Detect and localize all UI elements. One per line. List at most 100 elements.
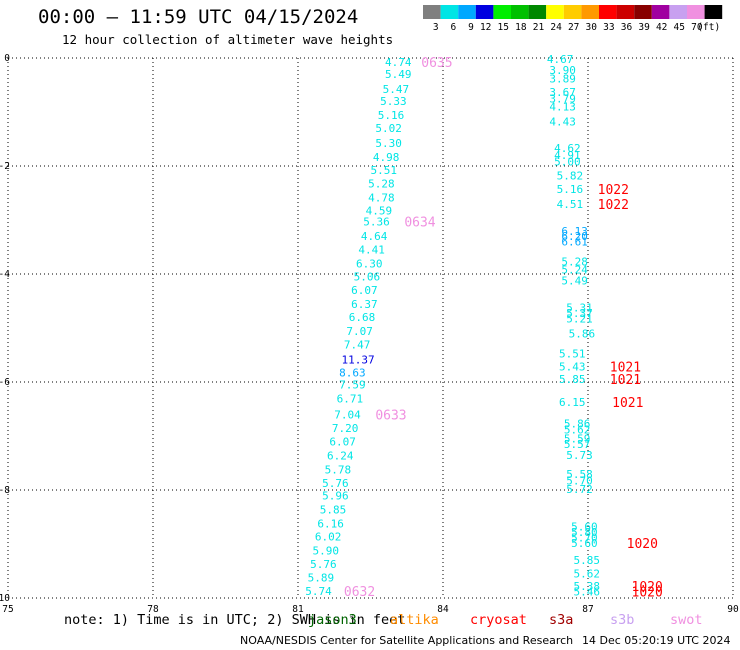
swh-value-label: 5.70 xyxy=(566,474,593,487)
mission-legend: jason3 altika cryosat s3a s3b swot xyxy=(0,612,740,630)
swh-value-label: 4.64 xyxy=(361,230,388,243)
pass-time-label: 0635 xyxy=(421,56,452,71)
mission-cryosat: cryosat xyxy=(470,612,527,628)
swh-value-label: 6.13 xyxy=(561,225,588,238)
swh-value-label: 4.62 xyxy=(554,142,581,155)
color-swatch xyxy=(599,5,617,19)
color-scale-label: 39 xyxy=(638,22,650,33)
color-scale-label: 12 xyxy=(480,22,491,33)
swh-value-label: 5.59 xyxy=(564,433,591,446)
pass-time-label: 0634 xyxy=(404,216,435,231)
mission-swot: swot xyxy=(670,612,703,628)
color-swatch xyxy=(475,5,494,19)
swh-value-label: 5.86 xyxy=(564,418,591,431)
x-tick-label: 75 xyxy=(2,604,13,615)
color-scale-label: 33 xyxy=(603,22,614,33)
color-swatch xyxy=(669,5,687,19)
color-swatch xyxy=(634,5,652,19)
mission-altika: altika xyxy=(390,612,439,628)
color-swatch xyxy=(440,5,459,19)
swh-value-label: 5.85 xyxy=(574,554,601,567)
swh-value-label: 5.72 xyxy=(566,483,593,496)
color-scale-label: 27 xyxy=(568,22,579,33)
color-scale-label: 6 xyxy=(450,22,456,33)
x-tick-label: 78 xyxy=(147,604,159,615)
swh-value-label: 5.90 xyxy=(313,544,340,557)
color-swatch xyxy=(546,5,564,19)
swh-value-label: 6.37 xyxy=(351,298,378,311)
swh-value-label: 5.16 xyxy=(378,109,405,122)
color-scale-label: 36 xyxy=(621,22,633,33)
swh-value-label: 5.74 xyxy=(305,585,332,598)
swh-value-label: 5.33 xyxy=(380,95,407,108)
swh-value-label: 5.31 xyxy=(566,301,593,314)
swh-value-label: 5.02 xyxy=(375,122,402,135)
chart-subtitle: 12 hour collection of altimeter wave hei… xyxy=(62,32,394,47)
generated-timestamp: 14 Dec 05:20:19 UTC 2024 xyxy=(582,634,731,647)
swh-value-label: 5.16 xyxy=(557,183,584,196)
y-tick-label: 0 xyxy=(4,53,10,64)
swh-value-label: 5.49 xyxy=(561,274,588,287)
pass-time-label: 0632 xyxy=(344,585,375,600)
swh-value-label: 4.67 xyxy=(547,53,574,66)
x-tick-label: 90 xyxy=(727,604,739,615)
color-swatch xyxy=(493,5,511,19)
color-scale-label: (ft) xyxy=(697,22,720,33)
chart-title: 00:00 – 11:59 UTC 04/15/2024 xyxy=(38,6,359,28)
swh-value-label: 4.43 xyxy=(549,116,576,129)
swh-value-label: 5.06 xyxy=(354,271,381,284)
swh-value-label: 3.67 xyxy=(549,86,576,99)
swh-value-label: 5.60 xyxy=(571,521,598,534)
mission-jason3: jason3 xyxy=(308,612,357,628)
mission-s3a: s3a xyxy=(549,612,574,628)
swh-value-label: 7.20 xyxy=(332,422,359,435)
swh-value-label: 5.51 xyxy=(559,347,586,360)
swh-value-label: 8.63 xyxy=(339,366,366,379)
swh-value-label: 5.62 xyxy=(564,424,591,437)
color-scale-label: 42 xyxy=(656,22,667,33)
swh-value-label: 5.28 xyxy=(561,256,588,269)
y-tick-label: -6 xyxy=(0,377,10,388)
color-swatch xyxy=(651,5,670,19)
swh-value-label: 4.51 xyxy=(557,198,584,211)
swh-value-label: 6.24 xyxy=(327,449,354,462)
swh-value-label: 6.07 xyxy=(329,435,356,448)
color-swatch xyxy=(581,5,599,19)
swh-value-label: 5.51 xyxy=(371,164,398,177)
swh-value-label: 4.13 xyxy=(549,101,576,114)
color-scale-label: 18 xyxy=(515,22,527,33)
color-scale-label: 24 xyxy=(550,22,562,33)
swh-value-label: 3.89 xyxy=(549,73,576,86)
swh-value-label: 5.43 xyxy=(559,360,586,373)
swh-value-label: 5.78 xyxy=(325,463,352,476)
swh-value-label: 5.76 xyxy=(310,558,337,571)
swh-value-label: 7.59 xyxy=(339,379,366,392)
swh-value-label: 6.07 xyxy=(351,284,378,297)
color-swatch xyxy=(687,5,705,19)
swh-value-label: 7.47 xyxy=(344,339,371,352)
swh-value-label: 6.15 xyxy=(559,396,586,409)
pass-time-label: 0633 xyxy=(375,408,406,423)
y-tick-label: -10 xyxy=(0,593,10,604)
swh-value-label: 5.37 xyxy=(566,307,593,320)
y-tick-label: -4 xyxy=(0,269,10,280)
color-swatch xyxy=(528,5,547,19)
color-scale-label: 30 xyxy=(586,22,598,33)
swh-value-label: 5.57 xyxy=(564,438,591,451)
swh-value-label: 6.20 xyxy=(561,230,588,243)
color-scale-label: 3 xyxy=(433,22,439,33)
swh-value-label: 5.96 xyxy=(322,489,349,502)
pass-time-label: 1020 xyxy=(632,586,663,601)
swh-value-label: 6.61 xyxy=(561,236,588,249)
swh-value-label: 4.41 xyxy=(358,244,385,257)
color-scale-label: 70 xyxy=(691,22,703,33)
pass-time-label: 1022 xyxy=(598,183,629,198)
swh-value-label: 3.79 xyxy=(549,93,576,106)
y-tick-label: -8 xyxy=(0,485,10,496)
swh-value-label: 5.47 xyxy=(383,83,410,96)
color-scale-label: 21 xyxy=(533,22,545,33)
color-scale-label: 9 xyxy=(468,22,474,33)
swh-value-label: 7.07 xyxy=(346,325,373,338)
swh-value-label: 5.24 xyxy=(561,264,588,277)
footer-note: note: 1) Time is in UTC; 2) SWH is in fe… xyxy=(64,612,406,628)
